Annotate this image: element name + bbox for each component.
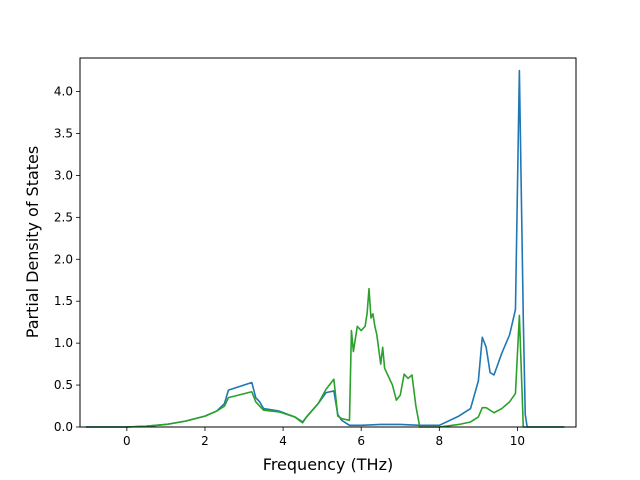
y-tick-label: 1.0 bbox=[54, 336, 73, 350]
x-tick-label: 4 bbox=[279, 434, 287, 448]
y-tick-label: 2.0 bbox=[54, 252, 73, 266]
series-line-green bbox=[85, 287, 565, 428]
y-axis-ticks: 0.0 0.5 1.0 1.5 2.0 2.5 3.0 3.5 4.0 bbox=[54, 85, 80, 434]
y-tick-label: 2.5 bbox=[54, 210, 73, 224]
y-tick-label: 3.0 bbox=[54, 168, 73, 182]
x-tick-label: 8 bbox=[435, 434, 443, 448]
x-axis-ticks: 0 2 4 6 8 10 bbox=[123, 427, 525, 448]
x-axis-label: Frequency (THz) bbox=[263, 455, 393, 474]
y-tick-label: 0.0 bbox=[54, 420, 73, 434]
x-tick-label: 10 bbox=[510, 434, 525, 448]
x-tick-label: 6 bbox=[357, 434, 365, 448]
y-tick-label: 4.0 bbox=[54, 85, 73, 99]
plot-frame bbox=[79, 57, 577, 428]
y-tick-label: 1.5 bbox=[54, 294, 73, 308]
y-tick-label: 3.5 bbox=[54, 126, 73, 140]
y-axis-label: Partial Density of States bbox=[23, 146, 42, 338]
x-tick-label: 0 bbox=[123, 434, 131, 448]
y-tick-label: 0.5 bbox=[54, 378, 73, 392]
series-layer bbox=[85, 69, 565, 428]
x-tick-label: 2 bbox=[201, 434, 209, 448]
